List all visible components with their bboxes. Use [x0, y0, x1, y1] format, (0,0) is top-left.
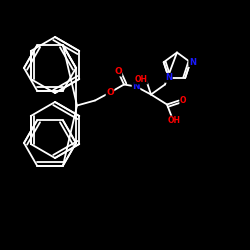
Text: OH: OH — [134, 75, 147, 84]
Text: N: N — [165, 73, 172, 82]
Text: O: O — [114, 67, 122, 76]
Text: O: O — [180, 96, 186, 105]
Text: O: O — [106, 88, 114, 97]
Text: N: N — [132, 82, 140, 91]
Text: OH: OH — [168, 116, 180, 125]
Text: N: N — [189, 58, 196, 67]
